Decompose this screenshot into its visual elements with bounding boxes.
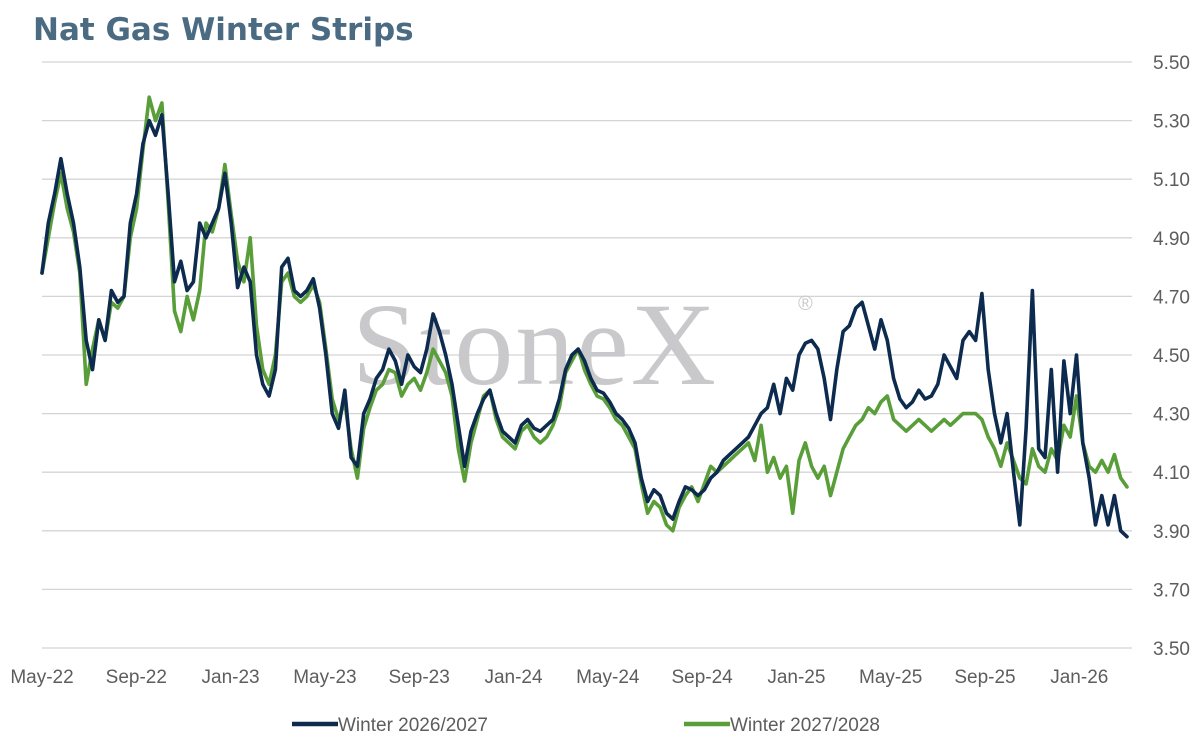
y-tick-label: 5.50	[1153, 53, 1190, 74]
x-tick-label: Jan-23	[202, 667, 260, 688]
legend: Winter 2026/2027 Winter 2027/2028	[292, 715, 880, 736]
y-tick-label: 4.70	[1153, 287, 1190, 308]
y-tick-label: 5.10	[1153, 170, 1190, 191]
watermark-registered-mark: ®	[798, 293, 813, 315]
chart-title: Nat Gas Winter Strips	[33, 12, 414, 48]
y-tick-label: 3.90	[1153, 522, 1190, 543]
y-tick-label: 4.90	[1153, 229, 1190, 250]
y-tick-label: 3.50	[1153, 639, 1190, 660]
y-tick-label: 4.10	[1153, 463, 1190, 484]
x-tick-label: Sep-25	[954, 667, 1015, 688]
x-tick-label: Sep-23	[389, 667, 450, 688]
legend-label: Winter 2026/2027	[338, 715, 488, 736]
legend-label: Winter 2027/2028	[730, 715, 880, 736]
watermark-text: StoneX	[352, 279, 718, 410]
x-tick-label: Sep-22	[106, 667, 167, 688]
watermark-logo: StoneX ®	[352, 279, 813, 410]
y-tick-label: 5.30	[1153, 112, 1190, 133]
x-tick-label: Jan-26	[1050, 667, 1108, 688]
y-axis-ticks: 5.50 5.30 5.10 4.90 4.70 4.50 4.30 4.10 3.90 3.70…	[1153, 53, 1190, 660]
x-tick-label: Jan-25	[767, 667, 825, 688]
series-lines	[40, 95, 1129, 539]
x-tick-label: May-23	[293, 667, 356, 688]
x-tick-label: May-24	[576, 667, 640, 688]
x-tick-label: May-22	[10, 667, 73, 688]
series-line-0	[40, 112, 1129, 539]
y-tick-label: 4.50	[1153, 346, 1190, 367]
y-tick-label: 3.70	[1153, 580, 1190, 601]
y-tick-label: 4.30	[1153, 405, 1190, 426]
x-axis-ticks: May-22 Sep-22 Jan-23 May-23 Sep-23 Jan-24 May-…	[10, 667, 1108, 688]
x-tick-label: Jan-24	[484, 667, 543, 688]
x-tick-label: Sep-24	[671, 667, 733, 688]
x-tick-label: May-25	[859, 667, 922, 688]
